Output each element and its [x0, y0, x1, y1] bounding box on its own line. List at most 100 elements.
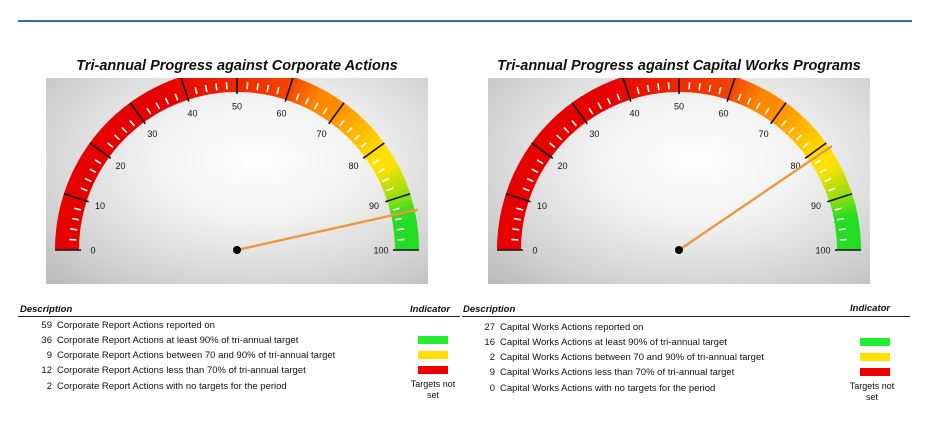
gauge-minor-tick	[204, 84, 208, 93]
gauge-minor-tick	[80, 187, 88, 192]
gauge-tick-label: 50	[674, 102, 684, 112]
gauge-band-segment	[727, 78, 741, 102]
gauge-major-tick	[328, 102, 345, 125]
gauge-band-segment	[558, 109, 579, 132]
gauge-band-segment	[329, 102, 349, 126]
gauge-band-segment	[499, 215, 524, 226]
indicator-swatch-green	[860, 338, 890, 346]
gauge-band-segment	[104, 121, 126, 142]
gauge-minor-tick	[606, 97, 612, 105]
gauge-tick-label: 40	[629, 109, 639, 119]
gauge-band-segment	[74, 162, 99, 179]
gauge-band-segment	[787, 117, 808, 139]
gauge-minor-tick	[394, 217, 403, 221]
gauge-minor-tick	[698, 83, 701, 91]
gauge-band-segment	[746, 85, 762, 110]
gauge-minor-tick	[836, 217, 845, 221]
gauge-band-segment	[341, 113, 362, 135]
gauge-minor-tick	[516, 207, 524, 211]
gauge-band-segment	[237, 78, 243, 93]
gauge-band-segment	[352, 125, 374, 146]
indicator-swatch-red	[860, 368, 890, 376]
gauge-band-segment	[383, 183, 409, 197]
gauge-tick-label: 30	[589, 129, 599, 139]
gauge-minor-tick	[819, 168, 827, 174]
gauge-band-segment	[57, 215, 82, 226]
gauge-band-segment	[364, 143, 388, 162]
gauge-band-segment	[531, 138, 555, 158]
gauge-band-segment	[77, 157, 102, 174]
gauge-band-segment	[299, 82, 315, 108]
gauge-band-segment	[668, 78, 675, 93]
gauge-minor-tick	[563, 126, 570, 134]
gauge-band-segment	[783, 113, 804, 135]
gauge-band-segment	[779, 109, 800, 132]
gauge-tick-label: 20	[557, 161, 567, 171]
gauge-band-segment	[388, 199, 414, 211]
indicator-swatch-red	[418, 366, 448, 374]
gauge-minor-tick	[746, 97, 752, 105]
gauge-minor-tick	[513, 217, 522, 221]
gauge-band-segment	[504, 193, 529, 206]
gauge-band-segment	[817, 162, 842, 179]
row-description: Corporate Report Actions with no targets…	[57, 381, 287, 392]
gauge-band-segment	[741, 82, 757, 108]
gauge-band-segment	[809, 147, 833, 166]
gauge-band-segment	[333, 106, 354, 129]
gauge-band-segment	[554, 113, 575, 135]
gauge-band-segment	[835, 227, 861, 236]
gauge-major-tick	[804, 142, 827, 159]
gauge-tick-label: 70	[759, 129, 769, 139]
gauge-band-segment	[139, 93, 157, 117]
row-count: 36	[41, 335, 52, 346]
row-description: Capital Works Actions reported on	[500, 322, 644, 333]
gauge-band-segment	[355, 129, 378, 150]
gauge-band-segment	[767, 99, 787, 123]
indicator-text-line: Targets not	[410, 379, 456, 389]
gauge-band-segment	[170, 78, 184, 104]
gauge-minor-tick	[94, 159, 102, 165]
gauge-band-segment	[367, 147, 391, 166]
gauge-minor-tick	[838, 228, 846, 231]
gauge-major-tick	[284, 78, 294, 102]
gauge-band-segment	[629, 78, 640, 99]
gauge-minor-tick	[636, 87, 640, 95]
gauge-band-segment	[803, 138, 827, 158]
gauge-minor-tick	[802, 142, 809, 148]
gauge-band-segment	[271, 78, 282, 98]
gauge-major-tick	[385, 192, 411, 203]
table-row: 36 Corporate Report Actions at least 90% …	[20, 335, 298, 346]
gauge-minor-tick	[382, 177, 390, 183]
gauge-band-segment	[100, 125, 122, 146]
gauge-band-segment	[516, 162, 541, 179]
gauge-band-segment	[80, 152, 104, 170]
gauge-major-tick	[726, 78, 736, 102]
gauge-band-segment	[718, 78, 730, 99]
gauge-tick-label: 30	[147, 129, 157, 139]
gauge-band-segment	[688, 78, 696, 93]
indicator-text-line: set	[426, 390, 439, 400]
gauge-panel-capital-works: Tri-annual Progress against Capital Work…	[488, 56, 870, 284]
gauge-band-segment	[392, 215, 417, 226]
gauge-band-segment	[89, 138, 113, 158]
gauge-band-segment	[708, 78, 718, 96]
gauge-minor-tick	[708, 84, 712, 93]
gauge-minor-tick	[146, 107, 152, 115]
gauge-band-segment	[69, 172, 95, 188]
gauge-minor-tick	[353, 134, 361, 141]
gauge-band-segment	[535, 133, 558, 154]
gauge-band-segment	[634, 78, 645, 97]
gauge-title: Tri-annual Progress against Corporate Ac…	[76, 58, 398, 74]
gauge-band-segment	[832, 204, 857, 216]
gauge-major-tick	[362, 142, 385, 159]
gauge-band-segment	[67, 177, 93, 192]
gauge-band-segment	[120, 106, 141, 129]
gauge-band-segment	[375, 162, 400, 179]
gauge-band-segment	[581, 93, 599, 117]
gauge-band-segment	[606, 80, 622, 105]
gauge-band-segment	[572, 99, 591, 123]
gauge-band-segment	[737, 80, 752, 106]
gauge-band-segment	[393, 227, 419, 236]
indicator-swatch-yellow	[418, 351, 448, 359]
gauge-band-segment	[511, 172, 537, 188]
